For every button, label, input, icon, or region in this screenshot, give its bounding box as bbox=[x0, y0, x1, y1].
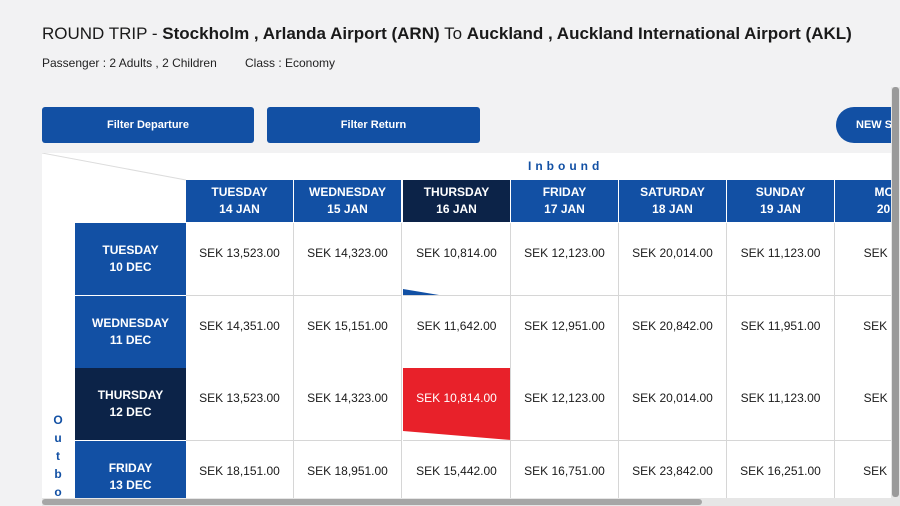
row-day: TUESDAY bbox=[102, 243, 159, 257]
fare-cell[interactable]: SEK 12,123.00 bbox=[511, 223, 619, 296]
column-date: 18 JAN bbox=[652, 202, 693, 216]
fare-grid: Inbound Outbo TUESDAY 14 JAN WEDNESDAY 1… bbox=[42, 153, 900, 506]
fare-cell[interactable]: SEK 20,842.00 bbox=[619, 296, 727, 369]
origin: Stockholm , Arlanda Airport (ARN) bbox=[162, 24, 440, 43]
fare-cell[interactable]: SEK 12,123.00 bbox=[511, 368, 619, 441]
row-header[interactable]: WEDNESDAY 11 DEC bbox=[75, 296, 186, 368]
vertical-scroll-thumb[interactable] bbox=[892, 87, 899, 497]
column-date: 17 JAN bbox=[544, 202, 585, 216]
fare-cell[interactable]: SEK 11,6 bbox=[835, 223, 900, 296]
column-header-selected[interactable]: THURSDAY 16 JAN bbox=[403, 180, 510, 222]
fare-cell[interactable]: SEK 11,123.00 bbox=[727, 368, 835, 441]
fare-cell[interactable]: SEK 14,323.00 bbox=[294, 368, 402, 441]
new-search-button[interactable]: NEW SE bbox=[836, 107, 900, 143]
fare-cell[interactable]: SEK 12,4 bbox=[835, 296, 900, 369]
fare-cell[interactable]: SEK 15,442.00 bbox=[403, 441, 511, 506]
column-date: 14 JAN bbox=[219, 202, 260, 216]
row-date: 13 DEC bbox=[109, 478, 152, 492]
fare-cell[interactable]: SEK 16,251.00 bbox=[727, 441, 835, 506]
fare-cell[interactable]: SEK 20,014.00 bbox=[619, 223, 727, 296]
column-day: SUNDAY bbox=[755, 185, 806, 199]
horizontal-scroll-thumb[interactable] bbox=[42, 499, 702, 505]
row-date: 12 DEC bbox=[109, 405, 152, 419]
horizontal-scrollbar[interactable] bbox=[42, 498, 891, 506]
fare-cell[interactable]: SEK 11,951.00 bbox=[727, 296, 835, 369]
column-date: 15 JAN bbox=[327, 202, 368, 216]
row-header-selected[interactable]: THURSDAY 12 DEC bbox=[75, 368, 186, 440]
passenger-info: Passenger : 2 Adults , 2 Children bbox=[42, 56, 217, 70]
row-day: THURSDAY bbox=[97, 388, 164, 402]
row-date: 11 DEC bbox=[109, 333, 152, 347]
class-info: Class : Economy bbox=[245, 56, 336, 70]
route-connector: To bbox=[439, 24, 467, 43]
filter-return-button[interactable]: Filter Return bbox=[267, 107, 480, 143]
column-header[interactable]: SATURDAY 18 JAN bbox=[619, 180, 726, 222]
row-day: WEDNESDAY bbox=[92, 316, 169, 330]
fare-cell[interactable]: SEK 16,2 bbox=[835, 441, 900, 506]
row-day: FRIDAY bbox=[108, 461, 153, 475]
trip-type: ROUND TRIP - bbox=[42, 24, 163, 43]
fare-cell[interactable]: SEK 13,523.00 bbox=[186, 368, 294, 441]
column-day: FRIDAY bbox=[542, 185, 587, 199]
destination: Auckland , Auckland International Airpor… bbox=[466, 24, 852, 43]
fare-cell[interactable]: SEK 13,523.00 bbox=[186, 223, 294, 296]
row-header[interactable]: TUESDAY 10 DEC bbox=[75, 223, 186, 295]
column-header[interactable]: TUESDAY 14 JAN bbox=[186, 180, 293, 222]
column-header[interactable]: WEDNESDAY 15 JAN bbox=[294, 180, 401, 222]
fare-cell[interactable]: SEK 16,751.00 bbox=[511, 441, 619, 506]
column-date: 19 JAN bbox=[760, 202, 801, 216]
fare-cell[interactable]: SEK 14,351.00 bbox=[186, 296, 294, 369]
fare-cell[interactable]: SEK 12,951.00 bbox=[511, 296, 619, 369]
column-day: TUESDAY bbox=[211, 185, 268, 199]
outbound-label: Outbo bbox=[53, 413, 63, 499]
filter-departure-button[interactable]: Filter Departure bbox=[42, 107, 254, 143]
column-header[interactable]: FRIDAY 17 JAN bbox=[511, 180, 618, 222]
fare-cell[interactable]: SEK 11,6 bbox=[835, 368, 900, 441]
fare-cell[interactable]: SEK 18,151.00 bbox=[186, 441, 294, 506]
grid-corner-divider bbox=[42, 153, 187, 181]
fare-cell-selected[interactable]: SEK 10,814.00 bbox=[403, 368, 511, 441]
row-date: 10 DEC bbox=[109, 260, 152, 274]
fare-cell[interactable]: SEK 15,151.00 bbox=[294, 296, 402, 369]
fare-cell[interactable]: SEK 23,842.00 bbox=[619, 441, 727, 506]
selection-wedge-top bbox=[403, 289, 439, 295]
column-day: THURSDAY bbox=[423, 185, 490, 199]
fare-cell[interactable]: SEK 18,951.00 bbox=[294, 441, 402, 506]
fare-cell[interactable]: SEK 20,014.00 bbox=[619, 368, 727, 441]
vertical-scrollbar[interactable] bbox=[891, 87, 900, 506]
row-header[interactable]: FRIDAY 13 DEC bbox=[75, 441, 186, 506]
column-date: 16 JAN bbox=[436, 202, 477, 216]
fare-cell[interactable]: SEK 14,323.00 bbox=[294, 223, 402, 296]
fare-cell[interactable]: SEK 10,814.00 bbox=[403, 223, 511, 296]
selection-wedge-bottom bbox=[403, 431, 511, 440]
fare-cell[interactable]: SEK 11,642.00 bbox=[403, 296, 511, 369]
route-title: ROUND TRIP - Stockholm , Arlanda Airport… bbox=[42, 24, 852, 44]
inbound-label: Inbound bbox=[528, 159, 604, 173]
column-day: WEDNESDAY bbox=[309, 185, 386, 199]
fare-cell[interactable]: SEK 11,123.00 bbox=[727, 223, 835, 296]
column-day: SATURDAY bbox=[640, 185, 705, 199]
column-header[interactable]: SUNDAY 19 JAN bbox=[727, 180, 834, 222]
